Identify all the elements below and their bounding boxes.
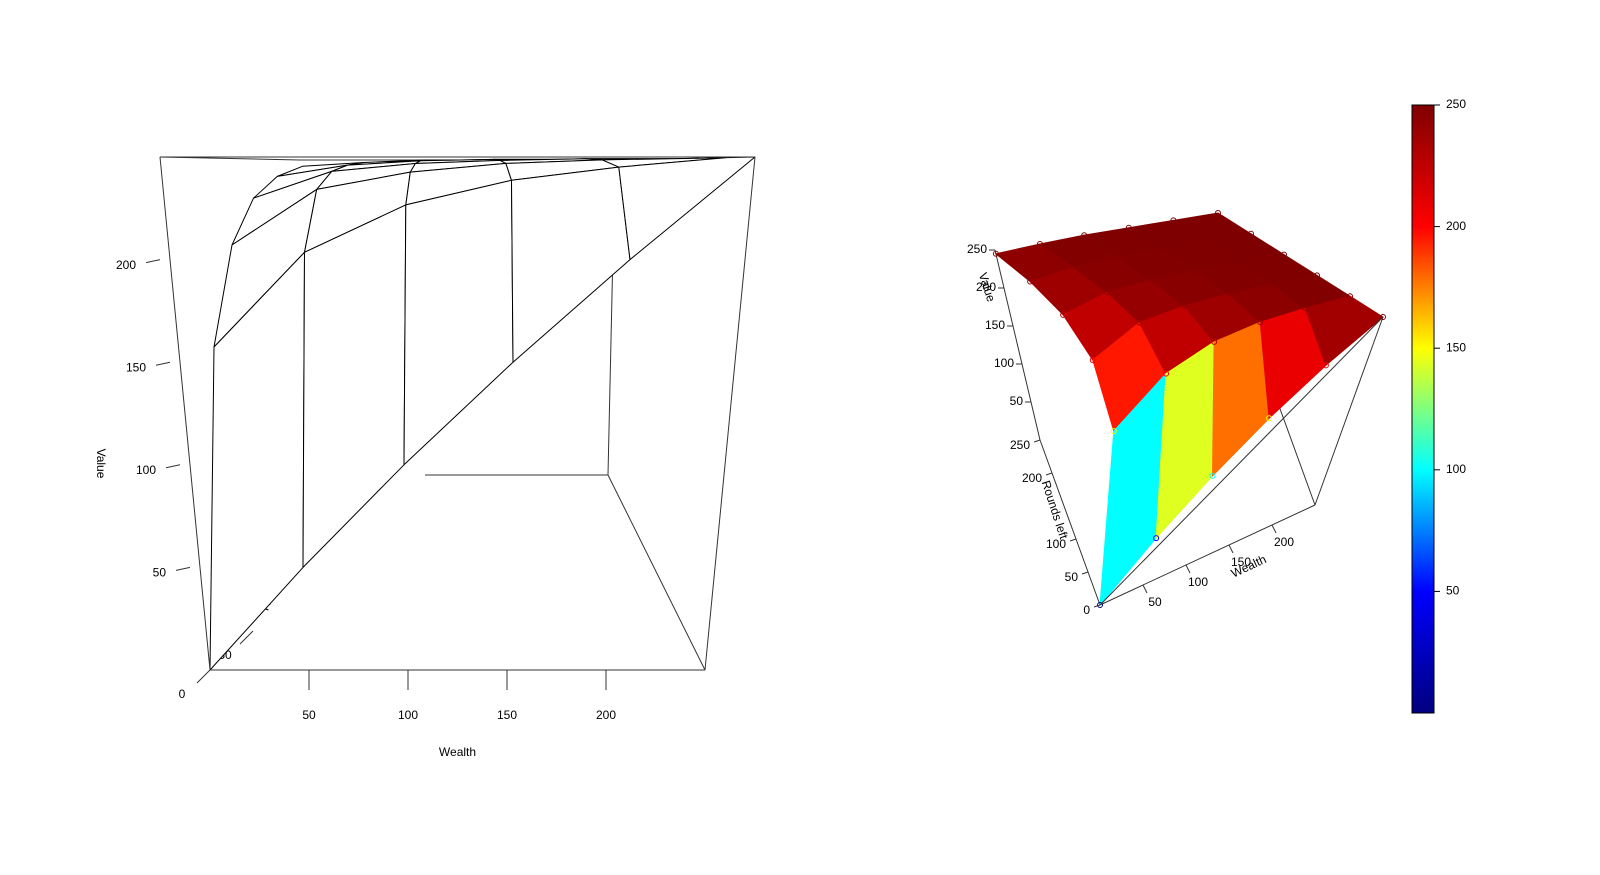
point bbox=[1322, 362, 1329, 369]
point bbox=[1110, 428, 1117, 435]
point bbox=[1192, 267, 1199, 274]
point bbox=[1269, 281, 1276, 288]
x-tick bbox=[1228, 544, 1234, 554]
x-tick-label: 200 bbox=[1274, 535, 1294, 549]
colorbar-tick-label: 100 bbox=[1446, 462, 1466, 476]
y-tick-label: 50 bbox=[1065, 570, 1079, 584]
point bbox=[1266, 415, 1273, 422]
point bbox=[1236, 259, 1243, 266]
y-tick bbox=[1093, 604, 1101, 608]
z-tick-label: 100 bbox=[994, 356, 1014, 370]
point-cloud-cell bbox=[1211, 321, 1270, 478]
box-edge bbox=[994, 249, 1041, 441]
point bbox=[1081, 232, 1088, 239]
z-tick bbox=[145, 259, 161, 264]
box-edge bbox=[1099, 316, 1384, 606]
y-tick bbox=[239, 630, 254, 645]
y-tick bbox=[1081, 571, 1089, 575]
z-tick-label: 200 bbox=[976, 280, 996, 294]
point bbox=[1347, 293, 1353, 300]
z-tick bbox=[165, 464, 181, 469]
y-tick-label: 100 bbox=[1046, 537, 1066, 551]
z-tick-label: 150 bbox=[126, 360, 146, 374]
point bbox=[1060, 311, 1067, 318]
box-edge bbox=[159, 156, 211, 671]
y-tick bbox=[1033, 439, 1041, 443]
y-tick bbox=[1069, 538, 1077, 542]
box-edge bbox=[1039, 439, 1101, 606]
point bbox=[1314, 272, 1320, 279]
colorbar-tick-label: 250 bbox=[1446, 97, 1466, 111]
y-tick bbox=[196, 669, 211, 684]
point bbox=[1104, 289, 1111, 296]
colorbar-tick-label: 200 bbox=[1446, 219, 1466, 233]
x-tick-label: 150 bbox=[497, 708, 517, 722]
point bbox=[1380, 314, 1386, 320]
colorbar-tick-label: 50 bbox=[1446, 584, 1460, 598]
point bbox=[1153, 535, 1160, 542]
x-tick-label: 100 bbox=[398, 708, 418, 722]
z-tick bbox=[175, 566, 191, 571]
box-edge bbox=[1314, 316, 1384, 506]
point bbox=[1070, 264, 1077, 271]
point bbox=[1215, 210, 1221, 216]
point bbox=[1148, 277, 1155, 284]
point bbox=[1036, 241, 1043, 248]
point bbox=[1181, 302, 1188, 309]
y-tick-label: 200 bbox=[1022, 471, 1042, 485]
point bbox=[1225, 290, 1232, 297]
point bbox=[1203, 238, 1210, 245]
x-tick bbox=[1142, 584, 1148, 594]
x-tick bbox=[1185, 564, 1191, 574]
z-tick bbox=[155, 361, 171, 366]
z-tick-label: 200 bbox=[116, 258, 136, 272]
surface-facet bbox=[618, 156, 756, 261]
surface-facet bbox=[302, 204, 407, 568]
x-tick-label: 200 bbox=[596, 708, 616, 722]
box-edge bbox=[704, 156, 756, 671]
x-tick-label: 150 bbox=[1231, 555, 1251, 569]
point bbox=[1209, 472, 1216, 479]
box-edge bbox=[1099, 504, 1316, 606]
point bbox=[1248, 230, 1254, 237]
z-axis-label: Value bbox=[94, 449, 108, 479]
box-edge bbox=[607, 474, 706, 671]
z-tick-label: 250 bbox=[967, 242, 987, 256]
x-axis-label: Wealth bbox=[439, 745, 476, 759]
z-tick-label: 150 bbox=[985, 318, 1005, 332]
y-tick-label: 250 bbox=[1010, 438, 1030, 452]
point bbox=[1136, 319, 1143, 326]
point bbox=[1257, 319, 1264, 326]
x-tick bbox=[1271, 524, 1277, 534]
y-tick-label: 0 bbox=[179, 687, 186, 701]
point bbox=[1302, 305, 1309, 312]
point bbox=[992, 250, 999, 257]
point bbox=[1097, 602, 1103, 608]
z-tick-label: 50 bbox=[153, 566, 167, 580]
point bbox=[1211, 338, 1218, 345]
point bbox=[1125, 224, 1132, 231]
point bbox=[1114, 254, 1121, 261]
colorbar bbox=[1411, 104, 1435, 714]
colorbar-tick-label: 150 bbox=[1446, 340, 1466, 354]
x-tick-label: 100 bbox=[1188, 575, 1208, 589]
y-tick-label: 0 bbox=[1083, 603, 1090, 617]
point bbox=[1163, 370, 1170, 377]
z-tick-label: 100 bbox=[136, 463, 156, 477]
x-tick-label: 50 bbox=[1148, 595, 1162, 609]
surface-facet bbox=[403, 179, 514, 466]
x-tick-label: 50 bbox=[302, 708, 316, 722]
y-axis-label: Rounds left bbox=[1039, 479, 1071, 542]
point-cloud-cell bbox=[1304, 295, 1384, 367]
point bbox=[1170, 217, 1177, 224]
surface-facet bbox=[511, 166, 631, 363]
z-tick-label: 50 bbox=[1010, 394, 1024, 408]
point bbox=[1027, 278, 1034, 285]
point bbox=[1089, 357, 1096, 364]
point bbox=[1159, 246, 1166, 252]
point bbox=[1281, 251, 1287, 258]
y-tick bbox=[1045, 472, 1053, 476]
